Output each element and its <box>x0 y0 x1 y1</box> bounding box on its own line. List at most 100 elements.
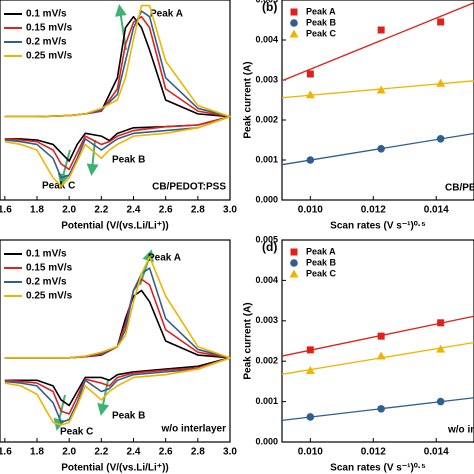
x-tick-label: 3.0 <box>223 205 237 216</box>
panel-label: (d) <box>262 240 277 254</box>
x-tick-label: 1.8 <box>30 447 44 458</box>
point <box>305 90 315 99</box>
y-tick-label: 0.001 <box>255 396 278 406</box>
x-tick-label: 0.014 <box>424 205 449 216</box>
annotation: Peak C <box>42 181 75 192</box>
legend-label: Peak C <box>306 268 337 278</box>
y-tick-label: 0.004 <box>255 275 278 285</box>
x-tick-label: 2.8 <box>191 205 205 216</box>
annotation: Peak A <box>148 253 181 264</box>
y-tick-label: 0.002 <box>255 114 278 124</box>
point <box>437 319 445 327</box>
x-tick-label: 2.6 <box>159 205 173 216</box>
plot-frame <box>0 239 231 443</box>
point <box>377 26 385 34</box>
legend-label: Peak A <box>306 6 336 16</box>
arrow <box>114 4 127 51</box>
x-axis-label: Potential (V/(vs.Li/Li⁺)) <box>61 463 169 474</box>
annotation: CB/PEDOT:PSS <box>152 182 226 193</box>
x-tick-label: 1.6 <box>0 447 12 458</box>
x-tick-label: 2.8 <box>191 447 205 458</box>
point <box>377 405 385 413</box>
x-tick-label: 2.2 <box>94 447 108 458</box>
x-tick-label: 2.4 <box>127 205 141 216</box>
y-tick-label: 0.003 <box>255 74 278 84</box>
legend-marker <box>289 29 299 38</box>
y-tick-label: 0.001 <box>255 154 278 164</box>
plot-frame <box>0 0 231 201</box>
legend-marker <box>290 259 298 267</box>
legend-label: 0.2 mV/s <box>26 277 67 288</box>
plot-frame <box>281 239 474 443</box>
x-tick-label: 2.4 <box>127 447 141 458</box>
cv-curve <box>4 256 231 426</box>
point <box>436 78 446 87</box>
point <box>436 344 446 353</box>
legend-label: Peak B <box>306 257 337 267</box>
point <box>436 397 445 406</box>
point <box>306 346 314 354</box>
x-axis-label: Potential (V/(vs.Li/Li⁺)) <box>61 221 169 232</box>
annotation: Peak A <box>150 9 183 20</box>
annotation: Peak C <box>60 427 93 438</box>
x-tick-label: 2.0 <box>62 205 76 216</box>
legend-marker <box>289 269 299 278</box>
x-tick-label: 0.014 <box>424 447 449 458</box>
y-tick-label: 0.000 <box>255 194 278 204</box>
cv-curve <box>4 4 231 187</box>
point <box>305 365 315 374</box>
annotation: Peak B <box>112 155 145 166</box>
arrows <box>53 4 154 431</box>
legend-label: Peak C <box>306 28 337 38</box>
annotation: w/o interlayer <box>447 425 474 436</box>
fit-line <box>281 2 474 82</box>
legend-label: 0.1 mV/s <box>26 9 67 20</box>
y-tick-label: 0.002 <box>255 356 278 366</box>
legend-label: 0.2 mV/s <box>26 37 67 48</box>
x-tick-label: 1.6 <box>0 205 12 216</box>
x-tick-label: 2.2 <box>94 205 108 216</box>
y-tick-label: 0.004 <box>255 34 278 44</box>
panel-label: (b) <box>262 0 277 14</box>
legend-label: 0.15 mV/s <box>26 263 73 274</box>
plot-frame <box>281 0 474 201</box>
y-tick-label: 0.005 <box>255 234 278 244</box>
y-axis-label: Peak current (A) <box>243 302 254 379</box>
point <box>377 145 385 153</box>
annotation: CB/PEDOT:PSS <box>445 183 474 194</box>
x-tick-label: 0.012 <box>361 447 386 458</box>
x-tick-label: 0.010 <box>298 447 323 458</box>
legend-marker <box>290 19 298 27</box>
x-axis-label: Scan rates (V s⁻¹)⁰·⁵ <box>330 221 426 232</box>
legend-label: 0.25 mV/s <box>26 51 73 62</box>
point <box>376 351 386 360</box>
arrow <box>57 149 71 186</box>
x-tick-label: 2.6 <box>159 447 173 458</box>
x-tick-label: 1.8 <box>30 205 44 216</box>
legend-label: Peak A <box>306 246 336 256</box>
point <box>306 156 315 164</box>
x-axis-label: Scan rates (V s⁻¹)⁰·⁵ <box>330 463 426 474</box>
point <box>376 85 386 94</box>
annotation: w/o interlayer <box>161 424 227 435</box>
point <box>436 135 445 143</box>
y-tick-label: 0.000 <box>255 436 278 446</box>
y-axis-label: Peak current (A) <box>243 61 254 138</box>
legend-label: Peak B <box>306 17 337 27</box>
point <box>306 70 314 78</box>
point <box>437 18 445 26</box>
legend-label: 0.15 mV/s <box>26 23 73 34</box>
x-tick-label: 2.0 <box>62 447 76 458</box>
legend-label: 0.25 mV/s <box>26 291 73 302</box>
legend-marker <box>290 8 298 16</box>
y-tick-label: 0.005 <box>255 0 278 4</box>
legend-marker <box>290 248 298 256</box>
annotation: Peak B <box>112 411 145 422</box>
legend-label: 0.1 mV/s <box>26 249 67 260</box>
point <box>306 413 315 421</box>
y-tick-label: 0.003 <box>255 315 278 325</box>
point <box>377 332 385 340</box>
x-tick-label: 0.010 <box>298 205 323 216</box>
